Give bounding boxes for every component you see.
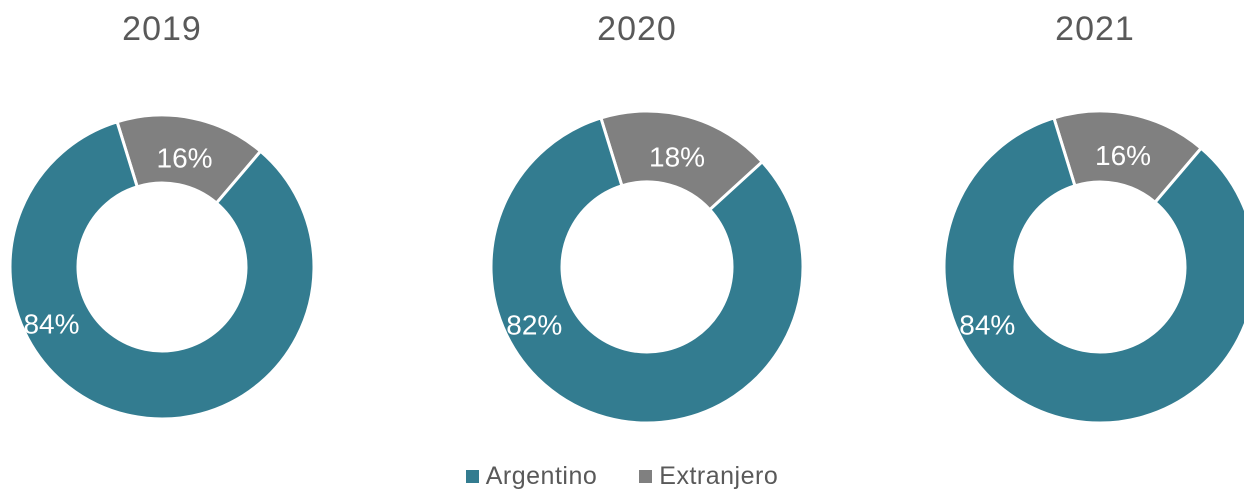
data-label-extranjero-2020: 18% bbox=[649, 142, 705, 173]
data-label-extranjero-2019: 16% bbox=[157, 142, 213, 173]
legend-label-argentino: Argentino bbox=[485, 462, 598, 490]
legend: Argentino Extranjero bbox=[0, 462, 1244, 491]
legend-swatch-extranjero bbox=[639, 470, 653, 483]
data-label-argentino-2019: 84% bbox=[23, 308, 79, 339]
slice-argentino-2020 bbox=[489, 116, 805, 425]
chart-title-2021: 2021 bbox=[1055, 10, 1135, 48]
data-label-argentino-2020: 82% bbox=[506, 309, 562, 340]
legend-item-extranjero: Extranjero bbox=[639, 462, 778, 491]
data-label-extranjero-2021: 16% bbox=[1095, 140, 1151, 171]
chart-title-2020: 2020 bbox=[597, 10, 677, 48]
slice-argentino-2019 bbox=[8, 119, 316, 421]
slice-argentino-2021 bbox=[942, 116, 1244, 425]
data-label-argentino-2021: 84% bbox=[959, 309, 1015, 340]
legend-swatch-argentino bbox=[465, 470, 479, 483]
legend-label-extranjero: Extranjero bbox=[659, 462, 779, 490]
legend-item-argentino: Argentino bbox=[465, 462, 598, 491]
chart-title-2019: 2019 bbox=[122, 10, 202, 48]
